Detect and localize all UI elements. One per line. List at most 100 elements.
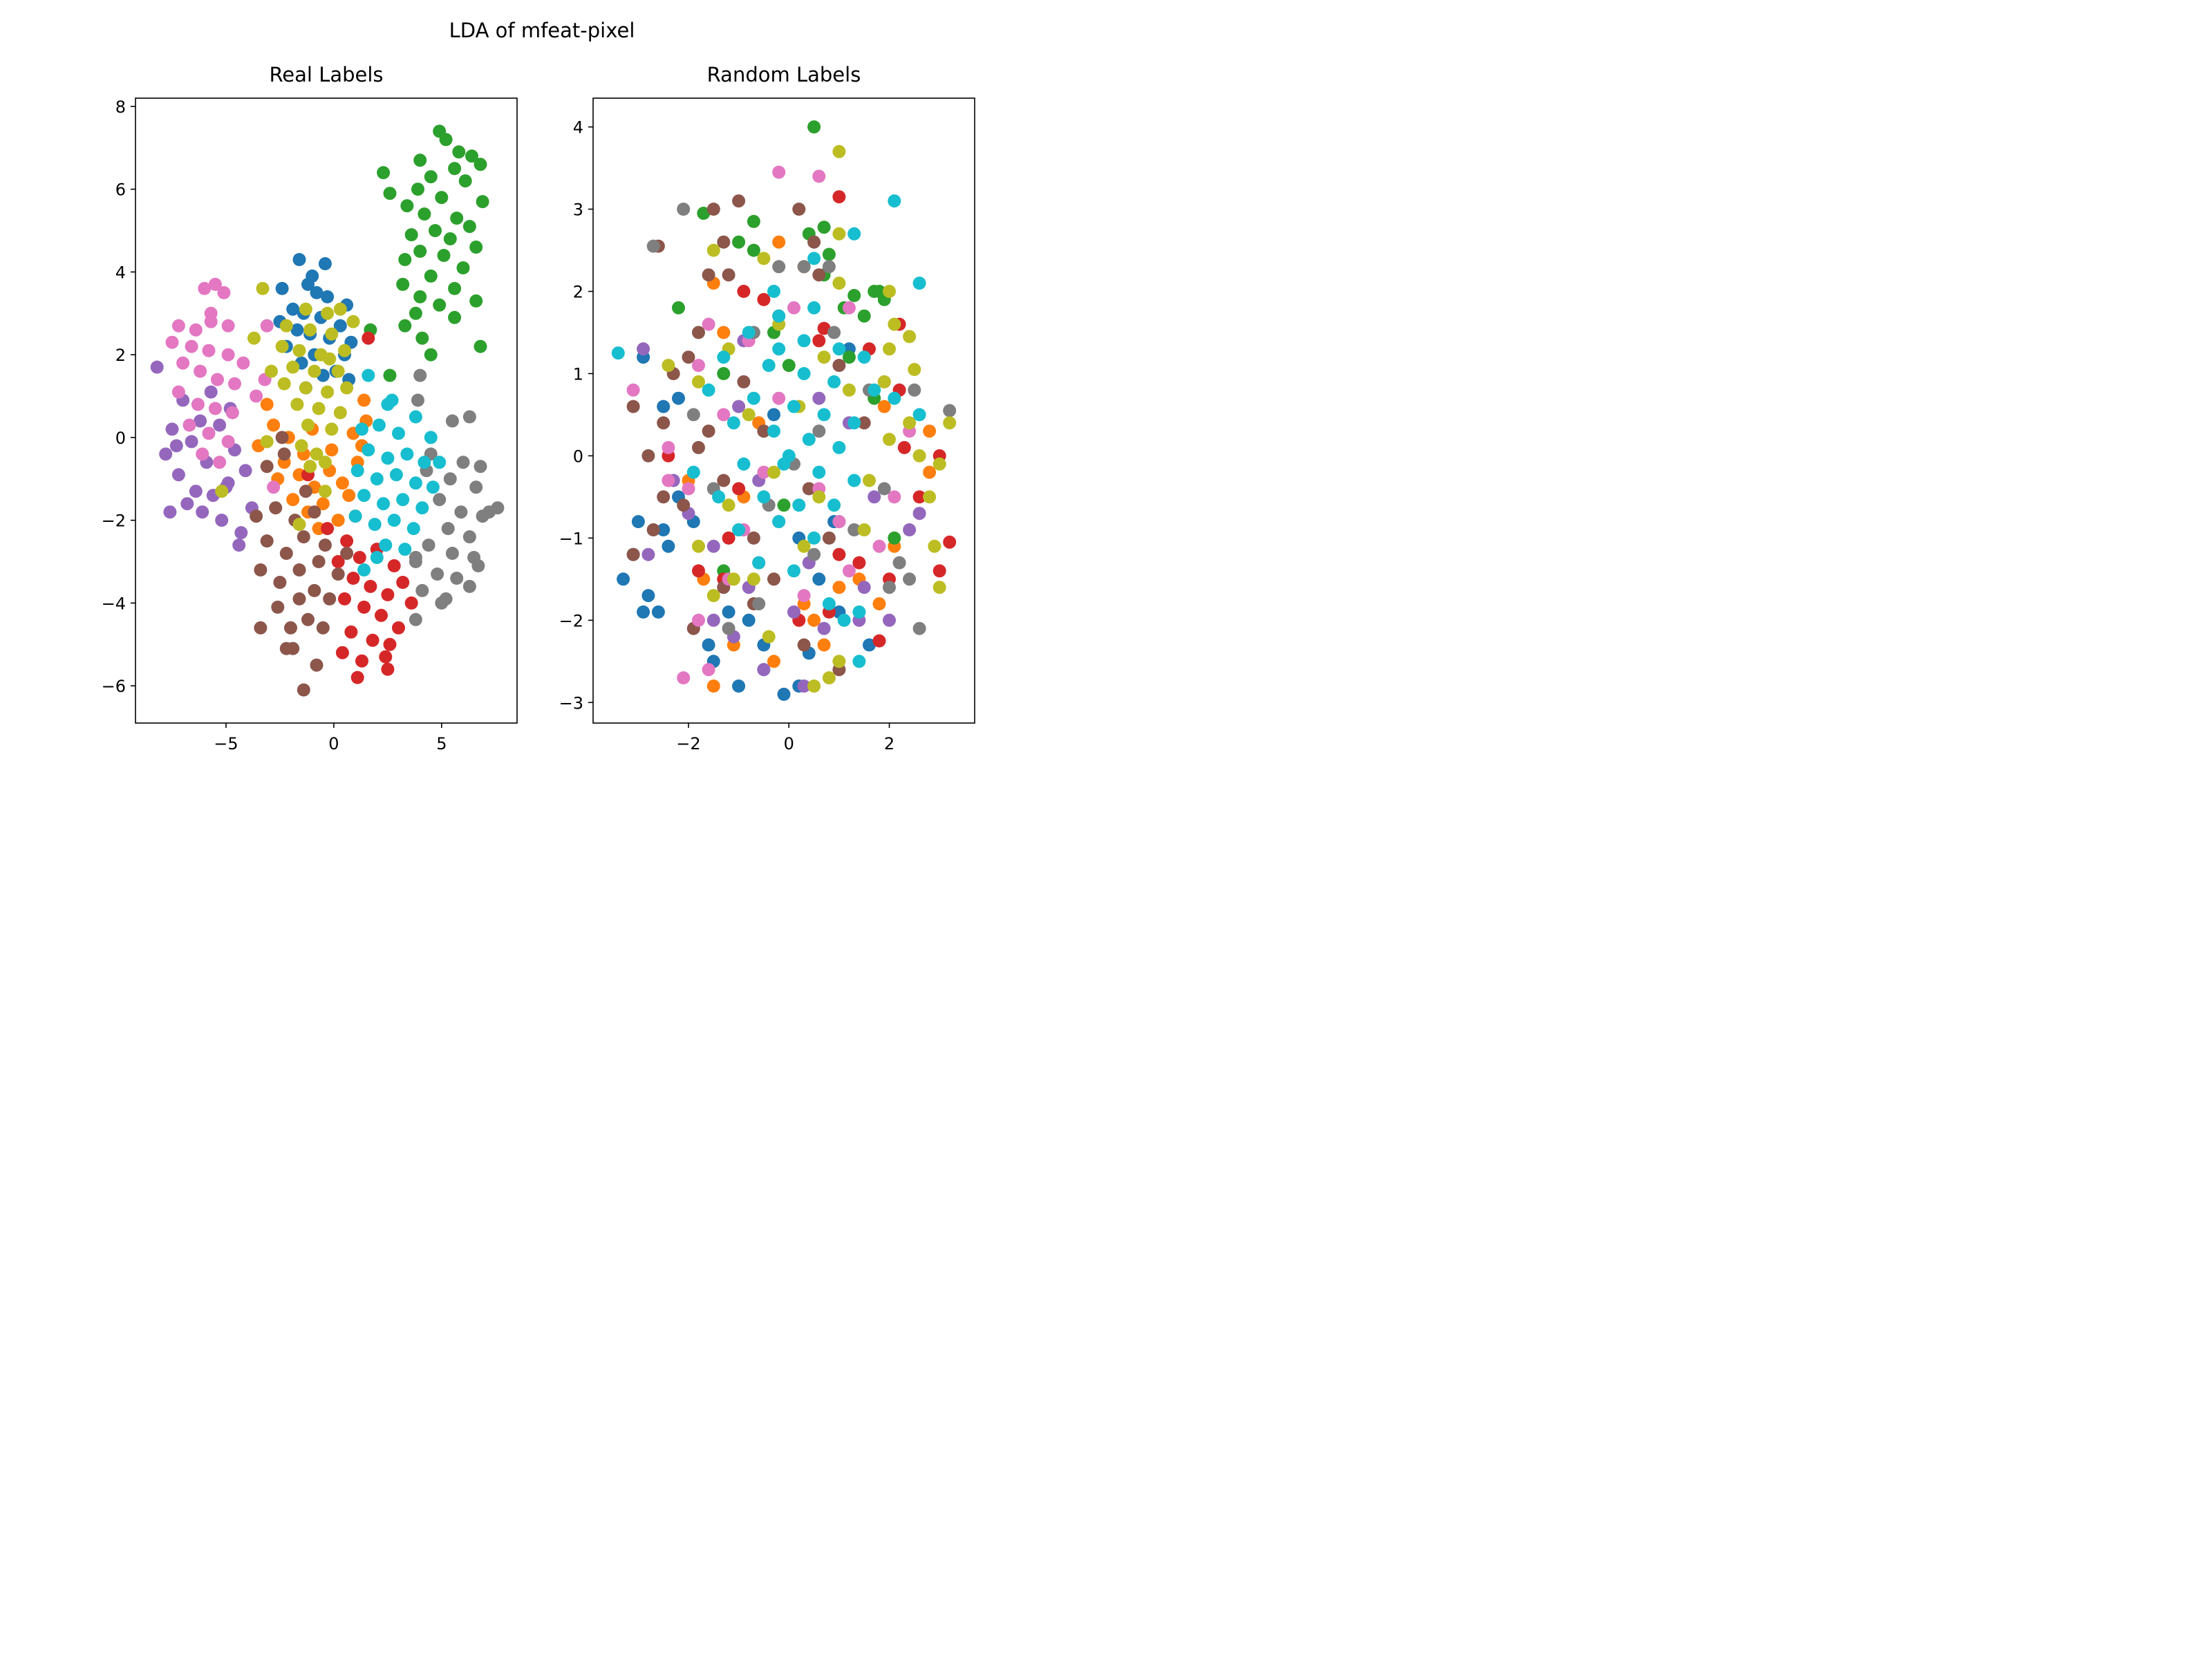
real-labels-point-class6-13: [236, 356, 250, 370]
real-labels-point-class9-15: [409, 476, 422, 490]
random-labels-point-class7-15: [772, 260, 786, 274]
figure: LDA of mfeat-pixel Real Labels −5 0 5−6−4−…: [0, 0, 1073, 805]
real-labels-point-class3-21: [404, 596, 418, 610]
random-labels-point-class0-7: [657, 523, 671, 536]
random-labels-point-class9-41: [852, 605, 866, 619]
real-labels-point-class0-19: [275, 281, 289, 295]
random-labels-point-class8-24: [727, 572, 740, 586]
random-labels-point-class8-38: [797, 539, 811, 553]
real-labels-point-class7-1: [411, 393, 424, 407]
random-labels-point-class9-26: [832, 441, 846, 454]
random-labels-point-class2-3: [747, 214, 760, 228]
real-labels-point-class8-19: [340, 381, 354, 395]
real-labels-point-class9-0: [362, 368, 375, 382]
real-labels-point-class0-8: [333, 319, 347, 332]
real-labels-point-class8-6: [303, 323, 317, 337]
real-labels-point-class9-28: [357, 563, 371, 577]
real-labels-point-class2-19: [404, 228, 418, 242]
real-labels-point-class0-3: [310, 285, 324, 299]
real-labels-point-class5-14: [292, 563, 306, 577]
random-labels-point-class4-7: [817, 621, 831, 635]
real-labels-y-tick-label-1: −4: [102, 594, 126, 613]
real-labels-point-class2-29: [413, 290, 427, 303]
real-labels-point-class8-31: [318, 485, 332, 498]
random-labels-point-class3-15: [832, 547, 846, 561]
real-labels-point-class6-6: [189, 323, 203, 337]
random-labels-point-class6-12: [797, 589, 811, 603]
random-labels-point-class4-2: [641, 547, 655, 561]
random-labels-point-class6-2: [702, 317, 715, 331]
random-labels-point-class4-21: [732, 400, 746, 413]
random-labels-point-class1-19: [717, 326, 731, 339]
random-labels-point-class8-40: [662, 359, 675, 373]
random-labels-point-class3-8: [943, 535, 957, 549]
random-labels-point-class8-13: [912, 449, 926, 462]
real-labels-point-class3-8: [396, 576, 410, 589]
real-labels-point-class6-25: [221, 435, 235, 449]
real-labels-point-class8-8: [247, 331, 261, 345]
random-labels-point-class7-16: [827, 326, 841, 339]
random-labels-point-class8-1: [832, 227, 846, 241]
random-labels-point-class6-24: [772, 391, 786, 405]
real-labels-point-class2-18: [429, 224, 442, 238]
real-labels-point-class9-10: [400, 447, 414, 461]
real-labels-point-class3-5: [346, 572, 360, 585]
random-labels-point-class9-43: [822, 597, 836, 610]
real-labels-point-class6-28: [267, 480, 281, 494]
random-labels-panel: Random Labels −2 0 2 −3 −2 −1 0 1 2 3 4: [559, 63, 975, 753]
random-labels-point-class1-11: [923, 424, 937, 438]
real-labels-point-class7-26: [409, 612, 422, 626]
real-labels-panel: Real Labels −5 0 5 −6 −4 −2 0 2 4 6 8: [102, 63, 518, 753]
random-labels-point-class4-3: [706, 613, 720, 627]
real-labels-point-class5-26: [277, 447, 291, 461]
real-labels-point-class4-3: [185, 435, 198, 449]
random-labels-point-class4-19: [787, 605, 800, 619]
figure-background: [0, 0, 1073, 805]
real-labels-point-class7-10: [433, 493, 447, 507]
random-labels-point-class2-13: [857, 309, 871, 323]
random-labels-point-class5-16: [692, 441, 705, 454]
random-labels-point-class7-4: [943, 404, 957, 418]
real-labels-point-class9-17: [357, 489, 371, 503]
real-labels-point-class4-10: [238, 464, 252, 478]
random-labels-point-class9-24: [767, 424, 780, 438]
real-labels-point-class6-7: [204, 315, 218, 328]
real-labels-point-class2-22: [413, 245, 427, 258]
real-labels-point-class0-9: [290, 323, 304, 337]
random-labels-point-class6-25: [662, 441, 675, 454]
random-labels-point-class6-4: [626, 383, 640, 397]
real-labels-point-class6-10: [185, 339, 198, 353]
random-labels-point-class5-15: [646, 523, 660, 536]
random-labels-point-class8-16: [923, 490, 937, 504]
random-labels-point-class7-6: [903, 572, 917, 586]
real-labels-point-class2-34: [398, 319, 412, 332]
random-labels-point-class1-5: [767, 655, 780, 668]
random-labels-point-class1-16: [817, 638, 831, 652]
random-labels-point-class9-5: [767, 285, 780, 298]
random-labels-point-class0-2: [617, 572, 630, 586]
real-labels-point-class9-4: [355, 422, 368, 436]
random-labels-point-class7-9: [847, 523, 861, 536]
random-labels-point-class6-13: [842, 564, 856, 578]
real-labels-point-class1-1: [267, 418, 281, 432]
real-labels-point-class4-4: [159, 447, 173, 461]
random-labels-point-class2-7: [822, 247, 836, 261]
random-labels-point-class9-47: [797, 334, 811, 348]
random-labels-point-class5-30: [702, 424, 715, 438]
real-labels-point-class2-1: [439, 133, 453, 147]
random-labels-point-class1-0: [772, 235, 786, 249]
real-labels-point-class2-24: [398, 253, 412, 266]
real-labels-point-class5-23: [269, 501, 283, 515]
random-labels-point-class1-14: [872, 597, 886, 610]
real-labels-point-class0-4: [321, 290, 335, 303]
random-labels-point-class2-22: [888, 531, 901, 545]
random-labels-point-class7-2: [797, 260, 811, 274]
real-labels-point-class3-10: [357, 600, 371, 614]
real-labels-point-class4-5: [171, 468, 185, 482]
random-labels-point-class8-4: [832, 276, 846, 290]
random-labels-point-class8-20: [812, 490, 826, 504]
random-labels-point-class0-6: [631, 515, 645, 529]
real-labels-point-class9-14: [389, 468, 403, 482]
random-labels-point-class5-0: [706, 203, 720, 216]
random-labels-point-class9-7: [807, 301, 821, 315]
